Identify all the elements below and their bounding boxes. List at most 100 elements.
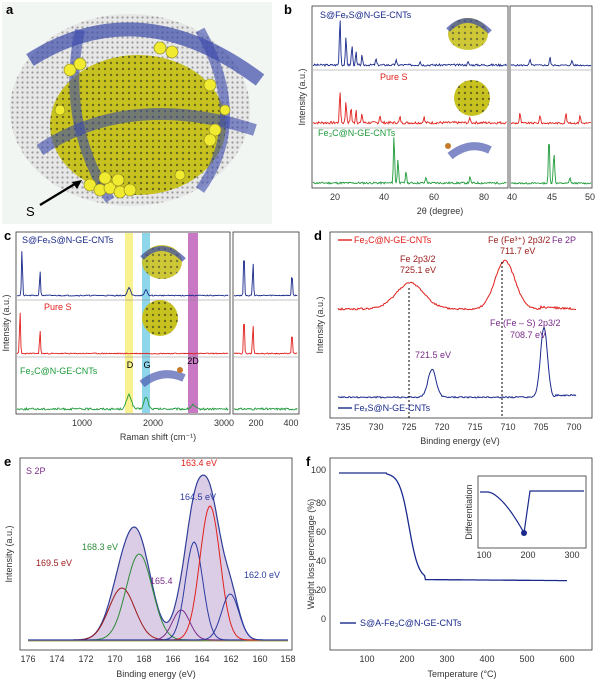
xps-fe-legend-fe3c: Fe₃C@N-GE-CNTs — [354, 235, 432, 245]
tga-inset: Differentiation 100 200 300 — [464, 475, 587, 560]
xrd-xtick: 20 — [330, 192, 340, 202]
xps-s-peak-label-1634: 163.4 eV — [181, 458, 217, 468]
xps-s-fit-peaks — [28, 505, 288, 641]
xps-s-xticks: 176 174 172 170 168 166 164 162 160 158 — [20, 654, 295, 664]
sulfur-arrow — [39, 181, 79, 206]
panel-f-label: f — [306, 454, 311, 469]
raman-zoom-trace-s-fexs — [234, 260, 298, 297]
xps-fe-trace-fe3c — [337, 259, 577, 311]
raman-trace-pure-s — [16, 312, 229, 355]
raman-xticks-main: 1000 2000 3000 — [72, 418, 234, 428]
panel-b-label: b — [284, 2, 292, 17]
tga-xtick: 600 — [559, 654, 574, 664]
xrd-xticks-main: 20 40 60 80 — [330, 192, 489, 202]
xrd-legend-pure-s: Pure S — [380, 72, 408, 82]
dtg-xtick: 200 — [520, 550, 535, 560]
tga-ytick: 100 — [311, 465, 326, 475]
raman-band-2d — [188, 233, 198, 413]
xps-fe-xtick: 735 — [335, 422, 350, 432]
xps-s-peak-label-1620: 162.0 eV — [244, 570, 280, 580]
xrd-legend-fe3c: Fe₃C@N-GE-CNTs — [318, 128, 396, 138]
dtg-xtick: 100 — [476, 550, 491, 560]
xps-s-xlabel: Binding energy (eV) — [116, 669, 196, 679]
tga-legend: S@A-Fe₃C@N-GE-CNTs — [360, 618, 462, 628]
xrd-zoom-xtick: 45 — [547, 192, 557, 202]
xrd-trace-s-fexs — [312, 20, 507, 68]
tga-xtick: 100 — [359, 654, 374, 664]
xps-s-title: S 2P — [26, 466, 46, 476]
xps-s-ylabel: Intensity (a.u.) — [4, 525, 14, 582]
raman-zoom-xtick: 400 — [283, 418, 298, 428]
xps-fe-title: Fe 2P — [552, 235, 576, 245]
raman-xticks-zoom: 200 400 — [248, 418, 298, 428]
xps-fe-ann-7251: 725.1 eV — [400, 265, 436, 275]
raman-band-label-d: D — [127, 360, 134, 370]
panel-b: b S@FeₓS@N-GE-CNTs Pure S Fe₃C@N-GE-CNTs… — [284, 2, 595, 216]
xps-s-peak-label-1645: 164.5 eV — [180, 492, 216, 502]
xps-s-fit-peak — [28, 593, 288, 641]
xps-s-xtick: 174 — [49, 654, 64, 664]
raman-legend-fe3c: Fe₃C@N-GE-CNTs — [20, 366, 98, 376]
raman-band-d — [125, 233, 133, 413]
raman-ylabel: Intensity (a.u.) — [1, 294, 11, 351]
xps-fe-xtick: 700 — [566, 422, 581, 432]
raman-zoom-xtick: 200 — [248, 418, 263, 428]
panel-d: d Fe₃C@N-GE-CNTs FeₓS@N-GE-CNTs Fe 2P Fe… — [314, 228, 593, 446]
xrd-xtick: 40 — [379, 192, 389, 202]
tga-curve — [339, 472, 567, 582]
sulfur-arrowhead — [72, 180, 82, 189]
raman-inset-icons — [139, 245, 186, 388]
xps-fe-xtick: 730 — [368, 422, 383, 432]
raman-xtick: 1000 — [72, 418, 92, 428]
xps-s-peak-label-1654: 165.4 — [150, 576, 173, 586]
panel-e-label: e — [4, 454, 11, 469]
xrd-ylabel: Intensity (a.u.) — [297, 68, 307, 125]
tga-ytick: 60 — [316, 527, 326, 537]
xps-fe-xticks: 735 730 725 720 715 710 705 700 — [335, 422, 581, 432]
xrd-xticks-zoom: 40 45 50 — [507, 192, 595, 202]
xps-s-xtick: 176 — [20, 654, 35, 664]
xps-s-xtick: 160 — [252, 654, 267, 664]
raman-zoom-trace-fe3c — [233, 407, 298, 411]
xps-fe-xlabel: Binding energy (eV) — [420, 436, 500, 446]
xps-s-xtick: 172 — [78, 654, 93, 664]
sulfur-graphene-illustration — [10, 14, 265, 206]
xps-fe-xtick: 715 — [467, 422, 482, 432]
panel-d-label: d — [314, 228, 322, 243]
panel-c-zoom-frame — [232, 231, 300, 415]
tga-ytick: 20 — [316, 585, 326, 595]
dtg-minimum-marker — [521, 530, 527, 536]
dtg-xtick: 300 — [564, 550, 579, 560]
tga-ytick: 0 — [321, 614, 326, 624]
tga-yticks: 0 20 40 60 80 100 — [311, 465, 326, 624]
panel-d-frame — [329, 231, 593, 419]
xrd-zoom-trace-fe3c — [510, 144, 592, 185]
tga-xlabel: Temperature (°C) — [427, 669, 496, 679]
xrd-xtick: 80 — [479, 192, 489, 202]
panel-c-main-frame — [15, 231, 231, 415]
xps-fe-xtick: 705 — [533, 422, 548, 432]
xrd-zoom-xtick: 40 — [507, 192, 517, 202]
xrd-trace-pure-s — [312, 92, 507, 125]
tga-xtick: 400 — [479, 654, 494, 664]
raman-trace-fe3c — [16, 393, 229, 411]
xrd-legend-s-fexs: S@FeₓS@N-GE-CNTs — [320, 10, 412, 20]
raman-band-label-2d: 2D — [187, 356, 199, 366]
tga-xticks: 100 200 300 400 500 600 — [359, 654, 574, 664]
raman-legend-s-fexs: S@FeₓS@N-GE-CNTs — [22, 235, 114, 245]
panel-c: c S@FeₓS@N-GE-CNTs Pure S Fe₃C@N-GE-CNTs… — [1, 228, 300, 442]
xps-s-peak-label-1683: 168.3 eV — [82, 542, 118, 552]
xps-fe-xtick: 710 — [500, 422, 515, 432]
panel-b-zoom-frame — [509, 5, 593, 189]
raman-xtick: 3000 — [214, 418, 234, 428]
raman-legend-pure-s: Pure S — [44, 302, 72, 312]
raman-xlabel: Raman shift (cm⁻¹) — [120, 432, 196, 442]
xps-s-xtick: 164 — [194, 654, 209, 664]
xrd-zoom-trace-pure-s — [510, 112, 592, 125]
xps-s-xtick: 168 — [136, 654, 151, 664]
dtg-ylabel: Differentiation — [464, 484, 474, 539]
xrd-zoom-xtick: 50 — [585, 192, 595, 202]
panel-f-frame — [329, 457, 593, 651]
panel-c-label: c — [4, 228, 11, 243]
